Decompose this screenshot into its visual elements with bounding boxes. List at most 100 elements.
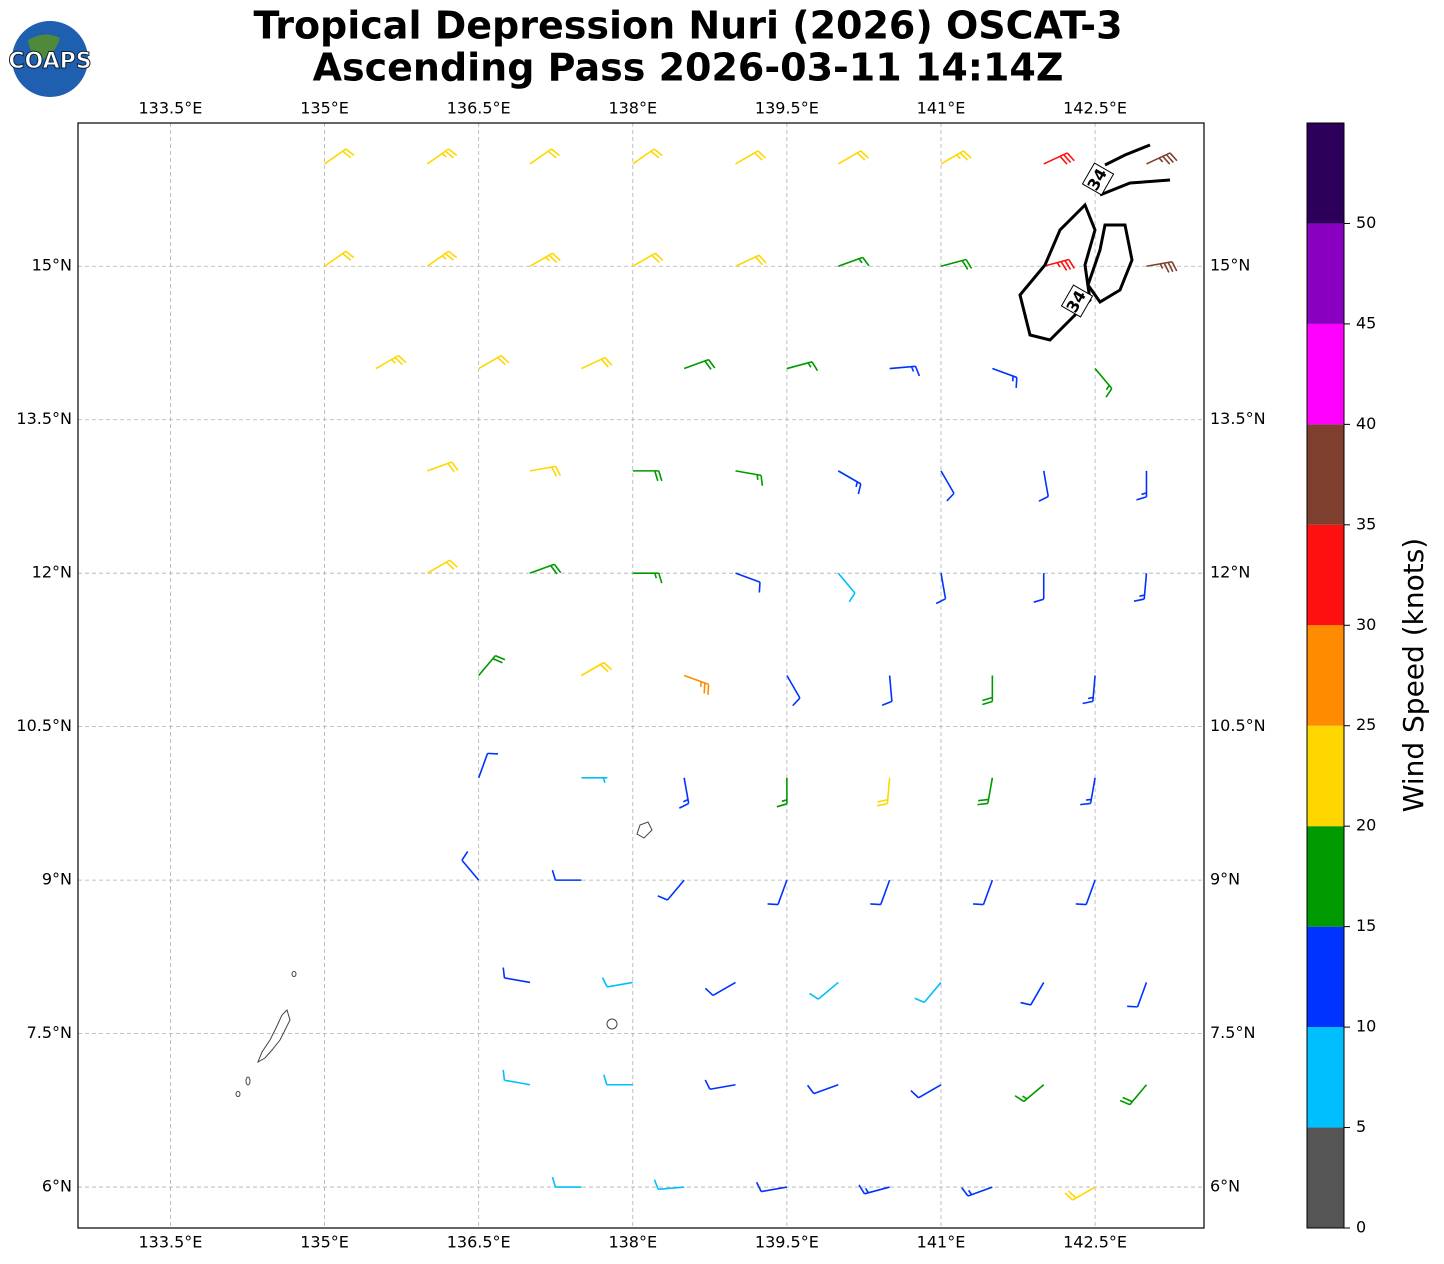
wind-barb [1043, 258, 1076, 271]
wind-barb [461, 851, 480, 881]
island [636, 821, 653, 839]
wind-barb [581, 777, 608, 784]
wind-barb [940, 150, 972, 165]
wind-barb [502, 967, 531, 984]
wind-barb [1033, 573, 1045, 603]
logo-text: COAPS [8, 49, 91, 74]
contour-34 [1018, 143, 1171, 342]
wind-barb [601, 977, 633, 988]
wind-barb [1146, 152, 1178, 165]
island [606, 1018, 618, 1030]
colorbar-tick-label: 25 [1356, 715, 1376, 734]
contour-line [1018, 202, 1097, 342]
colorbar-tick-label: 40 [1356, 414, 1376, 433]
wind-barb [551, 1176, 582, 1188]
colorbar-tick-label: 20 [1356, 816, 1376, 835]
colorbar-segment [1307, 725, 1344, 827]
y-tick-label: 7.5°N [27, 1023, 72, 1042]
y-tick-label: 12°N [1210, 563, 1250, 582]
wind-barb [704, 1079, 736, 1091]
x-tick-label: 136.5°E [447, 99, 511, 118]
contour-label-box [1060, 284, 1094, 318]
wind-barb [477, 752, 499, 779]
chart-subtitle: Ascending Pass 2026-03-11 14:14Z [313, 46, 1064, 90]
wind-barb [1080, 777, 1096, 806]
wind-barb [581, 661, 613, 677]
colorbar-tick-label: 45 [1356, 313, 1376, 332]
contour-line [1104, 143, 1151, 167]
wind-barb [1136, 470, 1148, 501]
wind-barb [324, 250, 355, 267]
wind-barb [735, 150, 767, 165]
wind-barb [809, 981, 839, 1000]
x-tick-label: 138°E [608, 1233, 657, 1252]
chart-title: Tropical Depression Nuri (2026) OSCAT-3 [253, 4, 1122, 48]
wind-barb [889, 365, 921, 377]
y-tick-label: 13.5°N [1210, 409, 1266, 428]
map-frame [77, 122, 1205, 1229]
x-tick-label: 141°E [917, 99, 966, 118]
x-tick-label: 133.5°E [139, 99, 203, 118]
wind-barb [776, 777, 788, 808]
wind-barb [1133, 573, 1148, 602]
island [257, 1009, 291, 1064]
y-tick-label: 10.5°N [16, 716, 72, 735]
wind-barb [972, 879, 994, 906]
wind-barb [529, 465, 562, 477]
colorbar-segment [1307, 123, 1344, 224]
x-tick-label: 138°E [608, 99, 657, 118]
wind-barb [755, 1181, 788, 1193]
colorbar-segment [1307, 424, 1344, 525]
wind-barb [632, 470, 663, 482]
wind-barb [1094, 368, 1113, 398]
contour-label: 34 [1062, 287, 1090, 316]
wind-barb [375, 354, 407, 370]
wind-barb [1082, 675, 1096, 705]
colorbar-segment [1307, 1127, 1344, 1228]
wind-barb [837, 572, 856, 603]
wind-barb [914, 981, 942, 1004]
x-tick-label: 139.5°E [755, 1233, 819, 1252]
wind-barb [1146, 260, 1178, 273]
wind-barb [735, 254, 767, 267]
map-area [78, 123, 1204, 1228]
y-tick-label: 6°N [1210, 1177, 1240, 1196]
x-tick-label: 136.5°E [447, 1233, 511, 1252]
colorbar-tick-label: 35 [1356, 514, 1376, 533]
wind-barb [683, 358, 716, 370]
wind-barb [653, 1179, 685, 1191]
wind-barb [427, 461, 459, 473]
wind-barb [704, 981, 736, 997]
wind-barb [837, 150, 869, 165]
island [291, 971, 297, 977]
wind-barb [603, 1074, 633, 1086]
wind-barb [478, 354, 510, 370]
wind-barb [940, 470, 955, 502]
wind-barb [881, 675, 893, 707]
wind-barb [581, 356, 613, 370]
colorbar-segment [1307, 223, 1344, 324]
island [235, 1091, 241, 1097]
wind-barb [837, 256, 870, 267]
y-tick-label: 15°N [32, 256, 72, 275]
wind-barb [935, 573, 947, 605]
wind-barb [961, 1186, 993, 1197]
y-tick-label: 15°N [1210, 256, 1250, 275]
x-tick-label: 139.5°E [755, 99, 819, 118]
wind-barb [1127, 982, 1148, 1008]
colorbar-segment [1307, 926, 1344, 1028]
x-tick-label: 135°E [300, 99, 349, 118]
x-tick-label: 142.5°E [1063, 1233, 1127, 1252]
y-tick-label: 9°N [42, 870, 72, 889]
wind-barb [502, 1069, 531, 1086]
wind-barb [837, 470, 862, 495]
colorbar-tick-label: 15 [1356, 916, 1376, 935]
colorbar-tick-label: 50 [1356, 213, 1376, 232]
wind-barb [632, 148, 663, 165]
wind-barb [1075, 879, 1096, 906]
wind-barb [632, 252, 664, 267]
y-tick-label: 12°N [32, 563, 72, 582]
x-tick-label: 133.5°E [139, 1233, 203, 1252]
x-tick-label: 141°E [917, 1233, 966, 1252]
